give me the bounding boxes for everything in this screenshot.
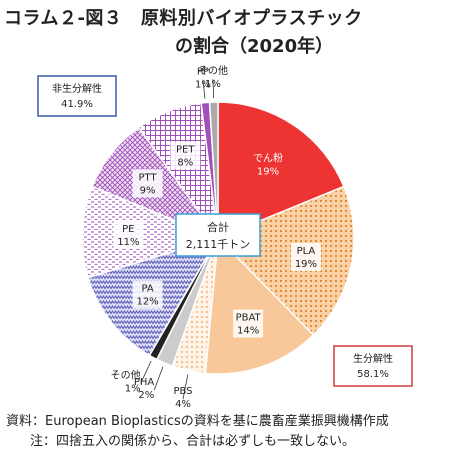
slice-percent: 8%	[177, 157, 193, 168]
slice-percent: 1%	[195, 80, 211, 91]
slice-label-bg	[132, 169, 163, 198]
group-box-biodegradable	[333, 345, 413, 387]
leader-line	[153, 366, 164, 391]
slice-label: PBS	[173, 386, 192, 397]
leader-line	[212, 79, 215, 99]
source-note: 資料：European Bioplasticsの資料を基に農畜産業振興機構作成	[6, 414, 389, 429]
slice-percent: 9%	[140, 185, 156, 196]
slice-label-bg	[170, 141, 201, 170]
center-total-value: 2,111千トン	[186, 238, 251, 251]
slice-label-bg	[113, 220, 144, 249]
slice-label-bg	[233, 309, 264, 338]
group-box-non-biodegradable	[37, 75, 117, 117]
pie-slice	[204, 236, 315, 375]
leader-line	[202, 79, 206, 99]
slice-label-bg	[132, 280, 163, 309]
slice-percent: 4%	[175, 399, 191, 410]
center-total-label: 合計	[207, 220, 229, 234]
pie-slice	[208, 101, 219, 239]
slice-percent: 19%	[257, 166, 279, 177]
slice-percent: 12%	[136, 297, 158, 308]
group-label-biodegradable: 生分解性	[353, 352, 393, 365]
slice-label-bg	[290, 243, 321, 272]
slice-label: PHA	[134, 377, 155, 388]
slice-label: PLA	[297, 246, 316, 257]
slice-label: でん粉	[253, 151, 283, 164]
slice-percent: 2%	[138, 390, 154, 401]
leader-line	[182, 374, 189, 400]
slice-label: その他	[198, 64, 228, 77]
center-total-box	[175, 213, 261, 257]
group-pct-biodegradable: 58.1%	[357, 369, 389, 380]
slice-percent: 19%	[295, 259, 317, 270]
slice-percent: 11%	[117, 237, 139, 248]
slice-label: PA	[141, 284, 153, 295]
slice-label: PTT	[139, 172, 158, 183]
slice-label: PE	[122, 224, 134, 235]
footnote: 注：四捨五入の関係から、合計は必ずしも一致しない。	[30, 434, 356, 449]
pie-slice	[81, 185, 221, 279]
slice-label: PET	[176, 144, 195, 155]
slice-label: PBAT	[236, 313, 262, 324]
group-label-non-biodegradable: 非生分解性	[52, 82, 102, 95]
slice-percent: 14%	[237, 326, 259, 337]
leader-line	[140, 360, 152, 384]
slice-label: PP	[197, 67, 209, 78]
chart-title-line1: コラム２-図３ 原料別バイオプラスチック	[4, 8, 363, 29]
pie-slice	[217, 101, 345, 240]
group-pct-non-biodegradable: 41.9%	[61, 99, 93, 110]
pie-slice	[216, 185, 355, 336]
slice-percent: 1%	[125, 383, 141, 394]
slice-percent: 1%	[205, 79, 221, 90]
chart-title-line2: の割合（2020年）	[175, 36, 334, 57]
slice-label: その他	[111, 368, 141, 381]
